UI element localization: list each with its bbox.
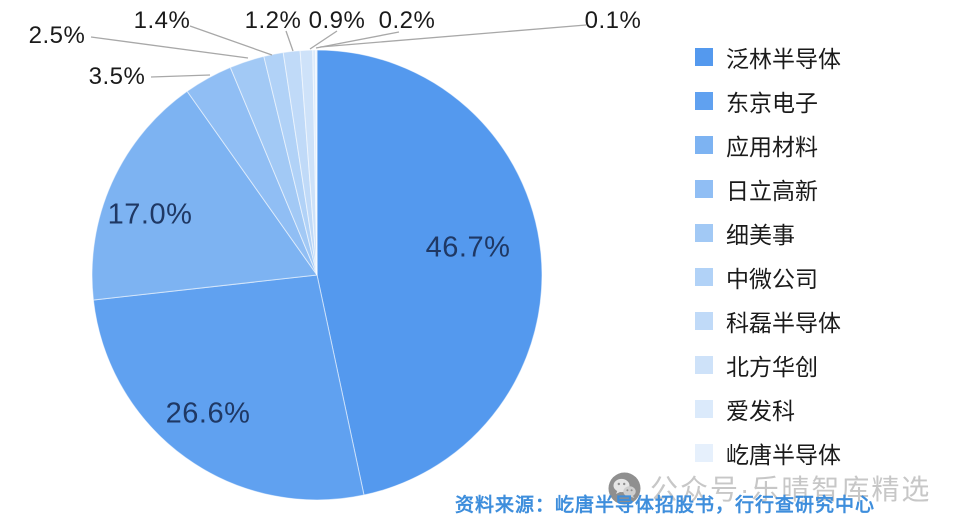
leader-line-6 — [285, 30, 294, 52]
legend-item-4: 细美事 — [695, 211, 841, 255]
pie-slice-1 — [92, 274, 365, 501]
legend: 泛林半导体东京电子应用材料日立高新细美事中微公司科磊半导体北方华创爱发科屹唐半导… — [695, 35, 841, 475]
watermark: 公众号·乐晴智库精选 — [608, 468, 931, 508]
legend-swatch-3 — [695, 180, 713, 198]
watermark-text: 公众号·乐晴智库精选 — [650, 474, 932, 505]
legend-label-6: 科磊半导体 — [726, 310, 841, 336]
legend-item-8: 爱发科 — [695, 387, 841, 431]
leader-line-4 — [90, 36, 249, 59]
pie-slice-2 — [91, 90, 318, 301]
legend-item-7: 北方华创 — [695, 343, 841, 387]
slice-label-9: 0.1% — [584, 7, 642, 34]
source-note: 资料来源：屹唐半导体招股书，行行查研究中心 — [455, 495, 876, 516]
legend-item-3: 日立高新 — [695, 167, 841, 211]
legend-label-1: 东京电子 — [726, 90, 818, 116]
slice-label-6: 1.2% — [244, 7, 302, 34]
slice-label-8: 0.2% — [378, 7, 436, 34]
legend-swatch-7 — [695, 356, 713, 374]
slice-label-5: 1.4% — [133, 7, 191, 34]
leader-line-5 — [189, 25, 273, 56]
slice-label-1: 26.6% — [165, 397, 251, 430]
legend-swatch-4 — [695, 224, 713, 242]
legend-swatch-1 — [695, 92, 713, 110]
legend-label-4: 细美事 — [726, 222, 795, 248]
leader-line-9 — [319, 24, 587, 48]
leader-line-8 — [315, 31, 400, 49]
slice-label-2: 17.0% — [107, 198, 193, 231]
pie-slices-group — [91, 49, 543, 501]
legend-item-2: 应用材料 — [695, 123, 841, 167]
wechat-icon — [608, 472, 641, 504]
legend-swatch-2 — [695, 136, 713, 154]
pie-slice-0 — [316, 49, 543, 496]
legend-label-0: 泛林半导体 — [726, 46, 841, 72]
legend-swatch-8 — [695, 400, 713, 418]
slice-label-4: 2.5% — [28, 22, 86, 49]
legend-label-5: 中微公司 — [726, 266, 818, 292]
legend-label-8: 爱发科 — [726, 398, 795, 424]
leader-lines-group — [90, 24, 587, 78]
legend-item-6: 科磊半导体 — [695, 299, 841, 343]
slice-label-7: 0.9% — [308, 7, 366, 34]
legend-label-7: 北方华创 — [726, 354, 818, 380]
legend-swatch-0 — [695, 48, 713, 66]
legend-item-0: 泛林半导体 — [695, 35, 841, 79]
legend-label-2: 应用材料 — [726, 134, 818, 160]
slice-label-0: 46.7% — [425, 231, 511, 264]
legend-swatch-5 — [695, 268, 713, 286]
legend-label-9: 屹唐半导体 — [726, 442, 841, 468]
slice-label-3: 3.5% — [88, 63, 146, 90]
leader-line-3 — [150, 74, 211, 78]
pie-slice-9 — [315, 49, 318, 276]
leader-line-7 — [309, 30, 338, 50]
legend-item-5: 中微公司 — [695, 255, 841, 299]
legend-item-9: 屹唐半导体 — [695, 431, 841, 475]
legend-swatch-6 — [695, 312, 713, 330]
legend-item-1: 东京电子 — [695, 79, 841, 123]
legend-label-3: 日立高新 — [726, 178, 818, 204]
legend-swatch-9 — [695, 444, 713, 462]
